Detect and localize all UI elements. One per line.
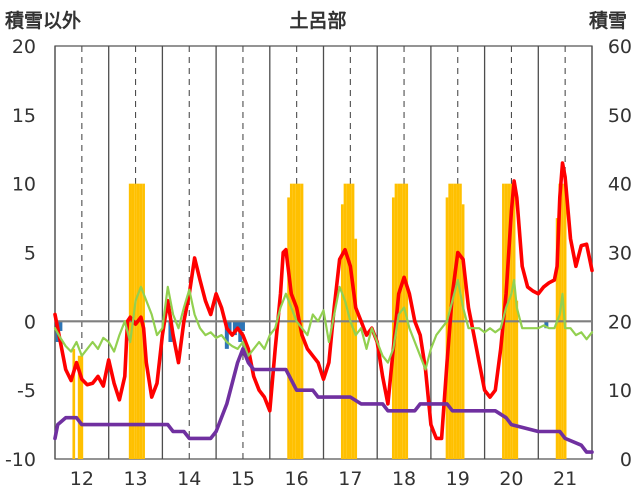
precipitation-bar	[544, 321, 549, 329]
snowfall-bar	[340, 204, 344, 459]
snowfall-bar	[72, 348, 76, 459]
left-tick-label: 20	[12, 36, 36, 58]
right-tick-label: 50	[608, 105, 632, 127]
precipitation-bar	[58, 321, 63, 331]
left-tick-label: 0	[24, 311, 36, 333]
precipitation-bar	[235, 321, 240, 331]
x-tick-label: 14	[177, 468, 201, 490]
left-tick-label: 10	[12, 174, 36, 196]
snowfall-bar	[77, 355, 81, 459]
chart-title: 土呂部	[289, 9, 346, 32]
x-tick-label: 17	[338, 468, 362, 490]
snowfall-bar	[555, 218, 559, 459]
right-tick-label: 10	[608, 380, 632, 402]
dewpoint-line	[53, 278, 594, 371]
left-tick-label: 5	[24, 243, 36, 265]
right-tick-label: 0	[620, 449, 632, 471]
precipitation-bar	[240, 321, 245, 331]
x-tick-label: 13	[123, 468, 147, 490]
right-tick-label: 60	[608, 36, 632, 58]
left-tick-label: 15	[12, 105, 36, 127]
precipitation-bar	[227, 321, 232, 333]
x-tick-label: 20	[499, 468, 523, 490]
precipitation-bar	[232, 321, 237, 336]
snowfall-bar	[354, 238, 358, 459]
x-tick-label: 21	[553, 468, 577, 490]
left-axis-title: 積雪以外	[5, 9, 81, 32]
precipitation-bar	[224, 321, 229, 349]
x-tick-label: 19	[446, 468, 470, 490]
snowfall-bar	[461, 204, 465, 459]
x-tick-label: 16	[285, 468, 309, 490]
plot-frame	[54, 45, 593, 460]
snow-depth-line	[53, 347, 594, 454]
snowfall-bar	[515, 300, 519, 459]
x-tick-label: 12	[70, 468, 94, 490]
right-tick-label: 30	[608, 243, 632, 265]
snowfall-bar	[391, 197, 395, 459]
temperature-line	[53, 161, 594, 441]
right-tick-label: 20	[608, 311, 632, 333]
x-tick-label: 15	[231, 468, 255, 490]
left-tick-label: -5	[17, 380, 36, 402]
snowfall-bar	[445, 197, 449, 459]
right-axis-title: 積雪	[589, 9, 627, 32]
x-tick-label: 18	[392, 468, 416, 490]
snowfall-bar	[287, 197, 290, 459]
precipitation-bar	[168, 321, 173, 342]
left-tick-label: -10	[5, 449, 36, 471]
snowfall-bar	[80, 355, 84, 459]
series-lines	[53, 161, 594, 454]
right-tick-label: 40	[608, 174, 632, 196]
